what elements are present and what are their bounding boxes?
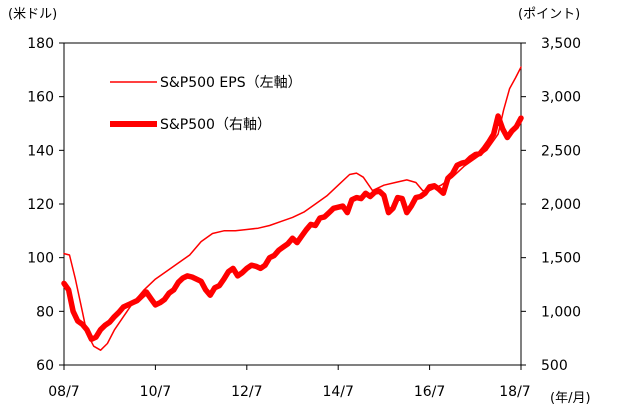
x-tick-label: 10/7 <box>140 384 171 400</box>
y-left-tick-label: 180 <box>27 36 54 52</box>
series-line-sp500 <box>61 113 524 342</box>
legend-label-sp500: S&P500（右軸） <box>160 117 271 133</box>
y-right-tick-label: 3,000 <box>541 90 581 106</box>
x-tick-label: 16/7 <box>414 384 445 400</box>
x-tick-label: 18/7 <box>499 384 530 400</box>
y-left-tick-label: 140 <box>27 143 54 159</box>
y-left-tick-label: 120 <box>27 197 54 213</box>
x-tick-label: 14/7 <box>322 384 353 400</box>
legend-label-eps: S&P500 EPS（左軸） <box>160 75 302 91</box>
plot-frame <box>63 42 522 366</box>
y-left-tick-label: 80 <box>36 304 54 320</box>
y-right-tick-label: 1,500 <box>541 251 581 267</box>
y-right-unit-label: (ポイント) <box>518 7 580 22</box>
y-left-tick-label: 160 <box>27 90 54 106</box>
series-line-eps <box>63 66 522 351</box>
x-tick-label: 12/7 <box>231 384 262 400</box>
y-left-tick-label: 100 <box>27 251 54 267</box>
x-tick-label: 08/7 <box>48 384 79 400</box>
y-right-tick-label: 2,000 <box>541 197 581 213</box>
y-left-unit-label: (米ドル) <box>8 7 57 22</box>
y-right-tick-label: 500 <box>541 358 568 374</box>
y-right-tick-label: 1,000 <box>541 304 581 320</box>
x-unit-label: (年/月) <box>550 391 591 406</box>
legend: S&P500 EPS（左軸） S&P500（右軸） <box>110 75 302 133</box>
y-right-tick-label: 2,500 <box>541 143 581 159</box>
y-right-tick-label: 3,500 <box>541 36 581 52</box>
y-left-tick-label: 60 <box>36 358 54 374</box>
